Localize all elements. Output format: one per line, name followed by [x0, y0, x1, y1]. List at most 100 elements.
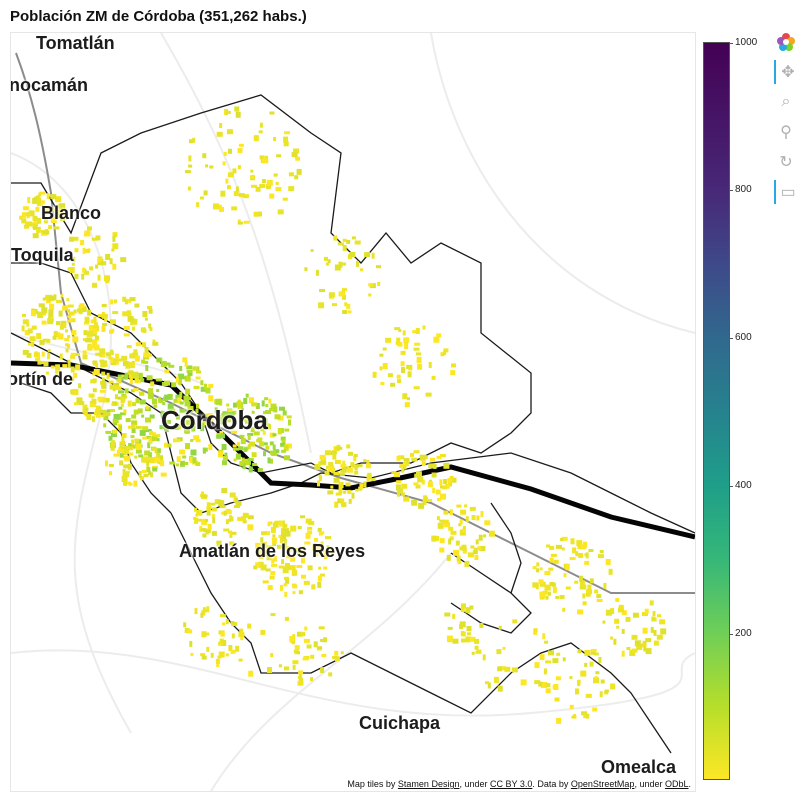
population-cell	[105, 430, 112, 434]
population-cell	[555, 676, 561, 681]
population-cell	[435, 489, 441, 495]
wheel-zoom-tool-icon[interactable]: ⚲	[780, 124, 792, 141]
population-cell	[101, 382, 107, 389]
population-cell	[363, 459, 367, 463]
population-cell	[267, 424, 272, 430]
population-cell	[334, 264, 341, 271]
osm-link[interactable]: OpenStreetMap	[570, 779, 635, 789]
population-cell	[198, 511, 202, 516]
population-cell	[265, 445, 270, 450]
population-cell	[331, 450, 337, 455]
population-cell	[72, 389, 79, 395]
population-cell	[237, 221, 243, 225]
population-cell	[332, 453, 337, 460]
box-zoom-tool-icon[interactable]: ⌕	[781, 93, 791, 110]
population-cell	[334, 650, 339, 656]
hover-tool-icon[interactable]: ▭	[774, 180, 800, 204]
population-cell	[433, 463, 437, 469]
population-cell	[53, 294, 57, 301]
population-cell	[134, 438, 140, 443]
population-cell	[142, 342, 147, 348]
population-cell	[210, 652, 214, 658]
population-cell	[29, 336, 36, 342]
population-cell	[153, 404, 158, 408]
population-cell	[545, 595, 549, 600]
population-cell	[228, 645, 233, 651]
population-cell	[458, 523, 462, 527]
population-cell	[122, 311, 129, 317]
population-cell	[57, 333, 64, 340]
population-cell	[319, 454, 326, 460]
population-cell	[594, 589, 599, 594]
population-cell	[291, 152, 298, 158]
population-cell	[140, 476, 144, 480]
bokeh-logo-icon[interactable]	[774, 30, 798, 54]
ccby-link[interactable]: CC BY 3.0	[490, 779, 533, 789]
population-cell	[177, 397, 182, 404]
population-cell	[290, 525, 297, 532]
population-cell	[396, 480, 402, 484]
population-cell	[319, 475, 322, 481]
population-cell	[175, 376, 179, 383]
population-cell	[57, 209, 63, 214]
pan-tool-icon[interactable]: ✥	[774, 60, 800, 84]
population-cell	[270, 403, 277, 409]
population-cell	[72, 336, 79, 343]
population-cell	[283, 136, 289, 143]
population-cell	[190, 449, 197, 456]
population-cell	[352, 464, 359, 469]
population-cell	[422, 499, 427, 505]
population-cell	[365, 463, 371, 469]
map-canvas[interactable]: Tomatlán nocamán Blanco Toquila ortín de…	[10, 32, 696, 792]
population-cell	[233, 458, 237, 462]
reset-tool-icon[interactable]: ↻	[779, 154, 793, 171]
population-cell	[39, 339, 45, 345]
population-cell	[480, 511, 484, 517]
population-cell	[232, 447, 239, 451]
population-cell	[300, 515, 305, 519]
population-cell	[211, 530, 217, 536]
population-cell	[303, 638, 310, 643]
population-cell	[257, 549, 264, 555]
colorbar-tick-label: 600	[735, 332, 752, 343]
population-cell	[208, 444, 213, 451]
population-cell	[67, 315, 72, 319]
population-cell	[317, 581, 322, 588]
population-cell	[236, 401, 242, 408]
population-cell	[272, 433, 277, 437]
population-cell	[187, 406, 194, 412]
population-cell	[512, 619, 518, 624]
population-cell	[227, 185, 231, 190]
population-cell	[545, 683, 551, 687]
population-cell	[145, 429, 152, 433]
population-cell	[111, 328, 115, 333]
population-cell	[47, 348, 51, 352]
population-cell	[242, 512, 249, 518]
population-cell	[41, 351, 45, 357]
map-attribution: Map tiles by Stamen Design, under CC BY …	[345, 779, 693, 789]
population-cell	[242, 463, 246, 470]
population-cell	[356, 464, 363, 468]
odbl-link[interactable]: ODbL	[664, 779, 689, 789]
population-cell	[137, 408, 143, 414]
stamen-link[interactable]: Stamen Design	[397, 779, 460, 789]
population-cell	[395, 484, 401, 491]
population-cell	[114, 394, 118, 400]
population-cell	[656, 634, 663, 640]
population-cell	[184, 170, 191, 174]
population-cell	[225, 416, 231, 423]
population-cell	[432, 488, 436, 493]
population-cell	[21, 212, 26, 219]
population-cell	[225, 653, 229, 657]
population-cell	[237, 148, 243, 154]
population-cell	[439, 538, 445, 544]
population-cell	[572, 547, 577, 554]
population-cell	[400, 350, 406, 355]
population-cell	[122, 296, 127, 302]
population-cell	[124, 449, 130, 455]
population-cell	[37, 355, 41, 361]
population-cell	[215, 658, 220, 664]
population-cell	[397, 490, 400, 497]
attribution-text: . Data by	[532, 779, 571, 789]
population-cell	[485, 681, 489, 685]
